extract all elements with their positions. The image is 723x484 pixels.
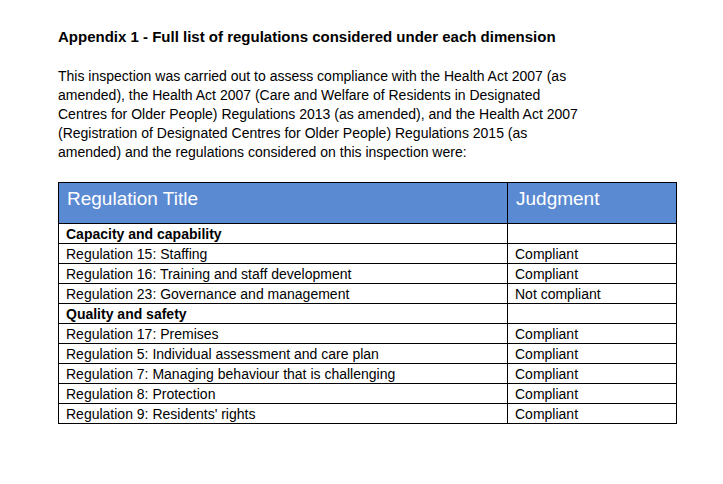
judgment-cell: Compliant (508, 344, 677, 364)
table-row: Regulation 17: PremisesCompliant (59, 324, 677, 344)
table-row: Regulation 7: Managing behaviour that is… (59, 364, 677, 384)
regulations-table: Regulation Title Judgment Capacity and c… (58, 182, 677, 424)
table-row: Regulation 8: ProtectionCompliant (59, 384, 677, 404)
judgment-cell: Compliant (508, 404, 677, 424)
regulation-title-cell: Regulation 23: Governance and management (59, 284, 508, 304)
judgment-cell (508, 224, 677, 244)
table-row: Regulation 9: Residents' rightsCompliant (59, 404, 677, 424)
page-content: Appendix 1 - Full list of regulations co… (58, 28, 677, 424)
regulation-title-cell: Regulation 17: Premises (59, 324, 508, 344)
page-title: Appendix 1 - Full list of regulations co… (58, 28, 677, 46)
regulation-title-cell: Regulation 9: Residents' rights (59, 404, 508, 424)
judgment-cell (508, 304, 677, 324)
judgment-cell: Not compliant (508, 284, 677, 304)
regulation-title-cell: Capacity and capability (59, 224, 508, 244)
document-page: Appendix 1 - Full list of regulations co… (0, 0, 723, 484)
judgment-cell: Compliant (508, 244, 677, 264)
judgment-cell: Compliant (508, 264, 677, 284)
table-row: Regulation 15: StaffingCompliant (59, 244, 677, 264)
judgment-cell: Compliant (508, 364, 677, 384)
table-row: Regulation 16: Training and staff develo… (59, 264, 677, 284)
section-row: Capacity and capability (59, 224, 677, 244)
intro-line: amended), the Health Act 2007 (Care and … (58, 86, 677, 105)
judgment-cell: Compliant (508, 384, 677, 404)
table-row: Regulation 5: Individual assessment and … (59, 344, 677, 364)
regulation-title-cell: Regulation 7: Managing behaviour that is… (59, 364, 508, 384)
regulation-title-cell: Regulation 16: Training and staff develo… (59, 264, 508, 284)
intro-paragraph: This inspection was carried out to asses… (58, 67, 677, 162)
column-header-regulation-title: Regulation Title (59, 183, 508, 224)
regulations-table-body: Capacity and capabilityRegulation 15: St… (59, 224, 677, 424)
regulation-title-cell: Regulation 8: Protection (59, 384, 508, 404)
intro-line: Centres for Older People) Regulations 20… (58, 105, 677, 124)
judgment-cell: Compliant (508, 324, 677, 344)
section-row: Quality and safety (59, 304, 677, 324)
table-row: Regulation 23: Governance and management… (59, 284, 677, 304)
intro-line: (Registration of Designated Centres for … (58, 124, 677, 143)
intro-line: amended) and the regulations considered … (58, 143, 677, 162)
regulation-title-cell: Quality and safety (59, 304, 508, 324)
intro-line: This inspection was carried out to asses… (58, 67, 677, 86)
regulation-title-cell: Regulation 5: Individual assessment and … (59, 344, 508, 364)
column-header-judgment: Judgment (508, 183, 677, 224)
regulation-title-cell: Regulation 15: Staffing (59, 244, 508, 264)
table-header-row: Regulation Title Judgment (59, 183, 677, 224)
